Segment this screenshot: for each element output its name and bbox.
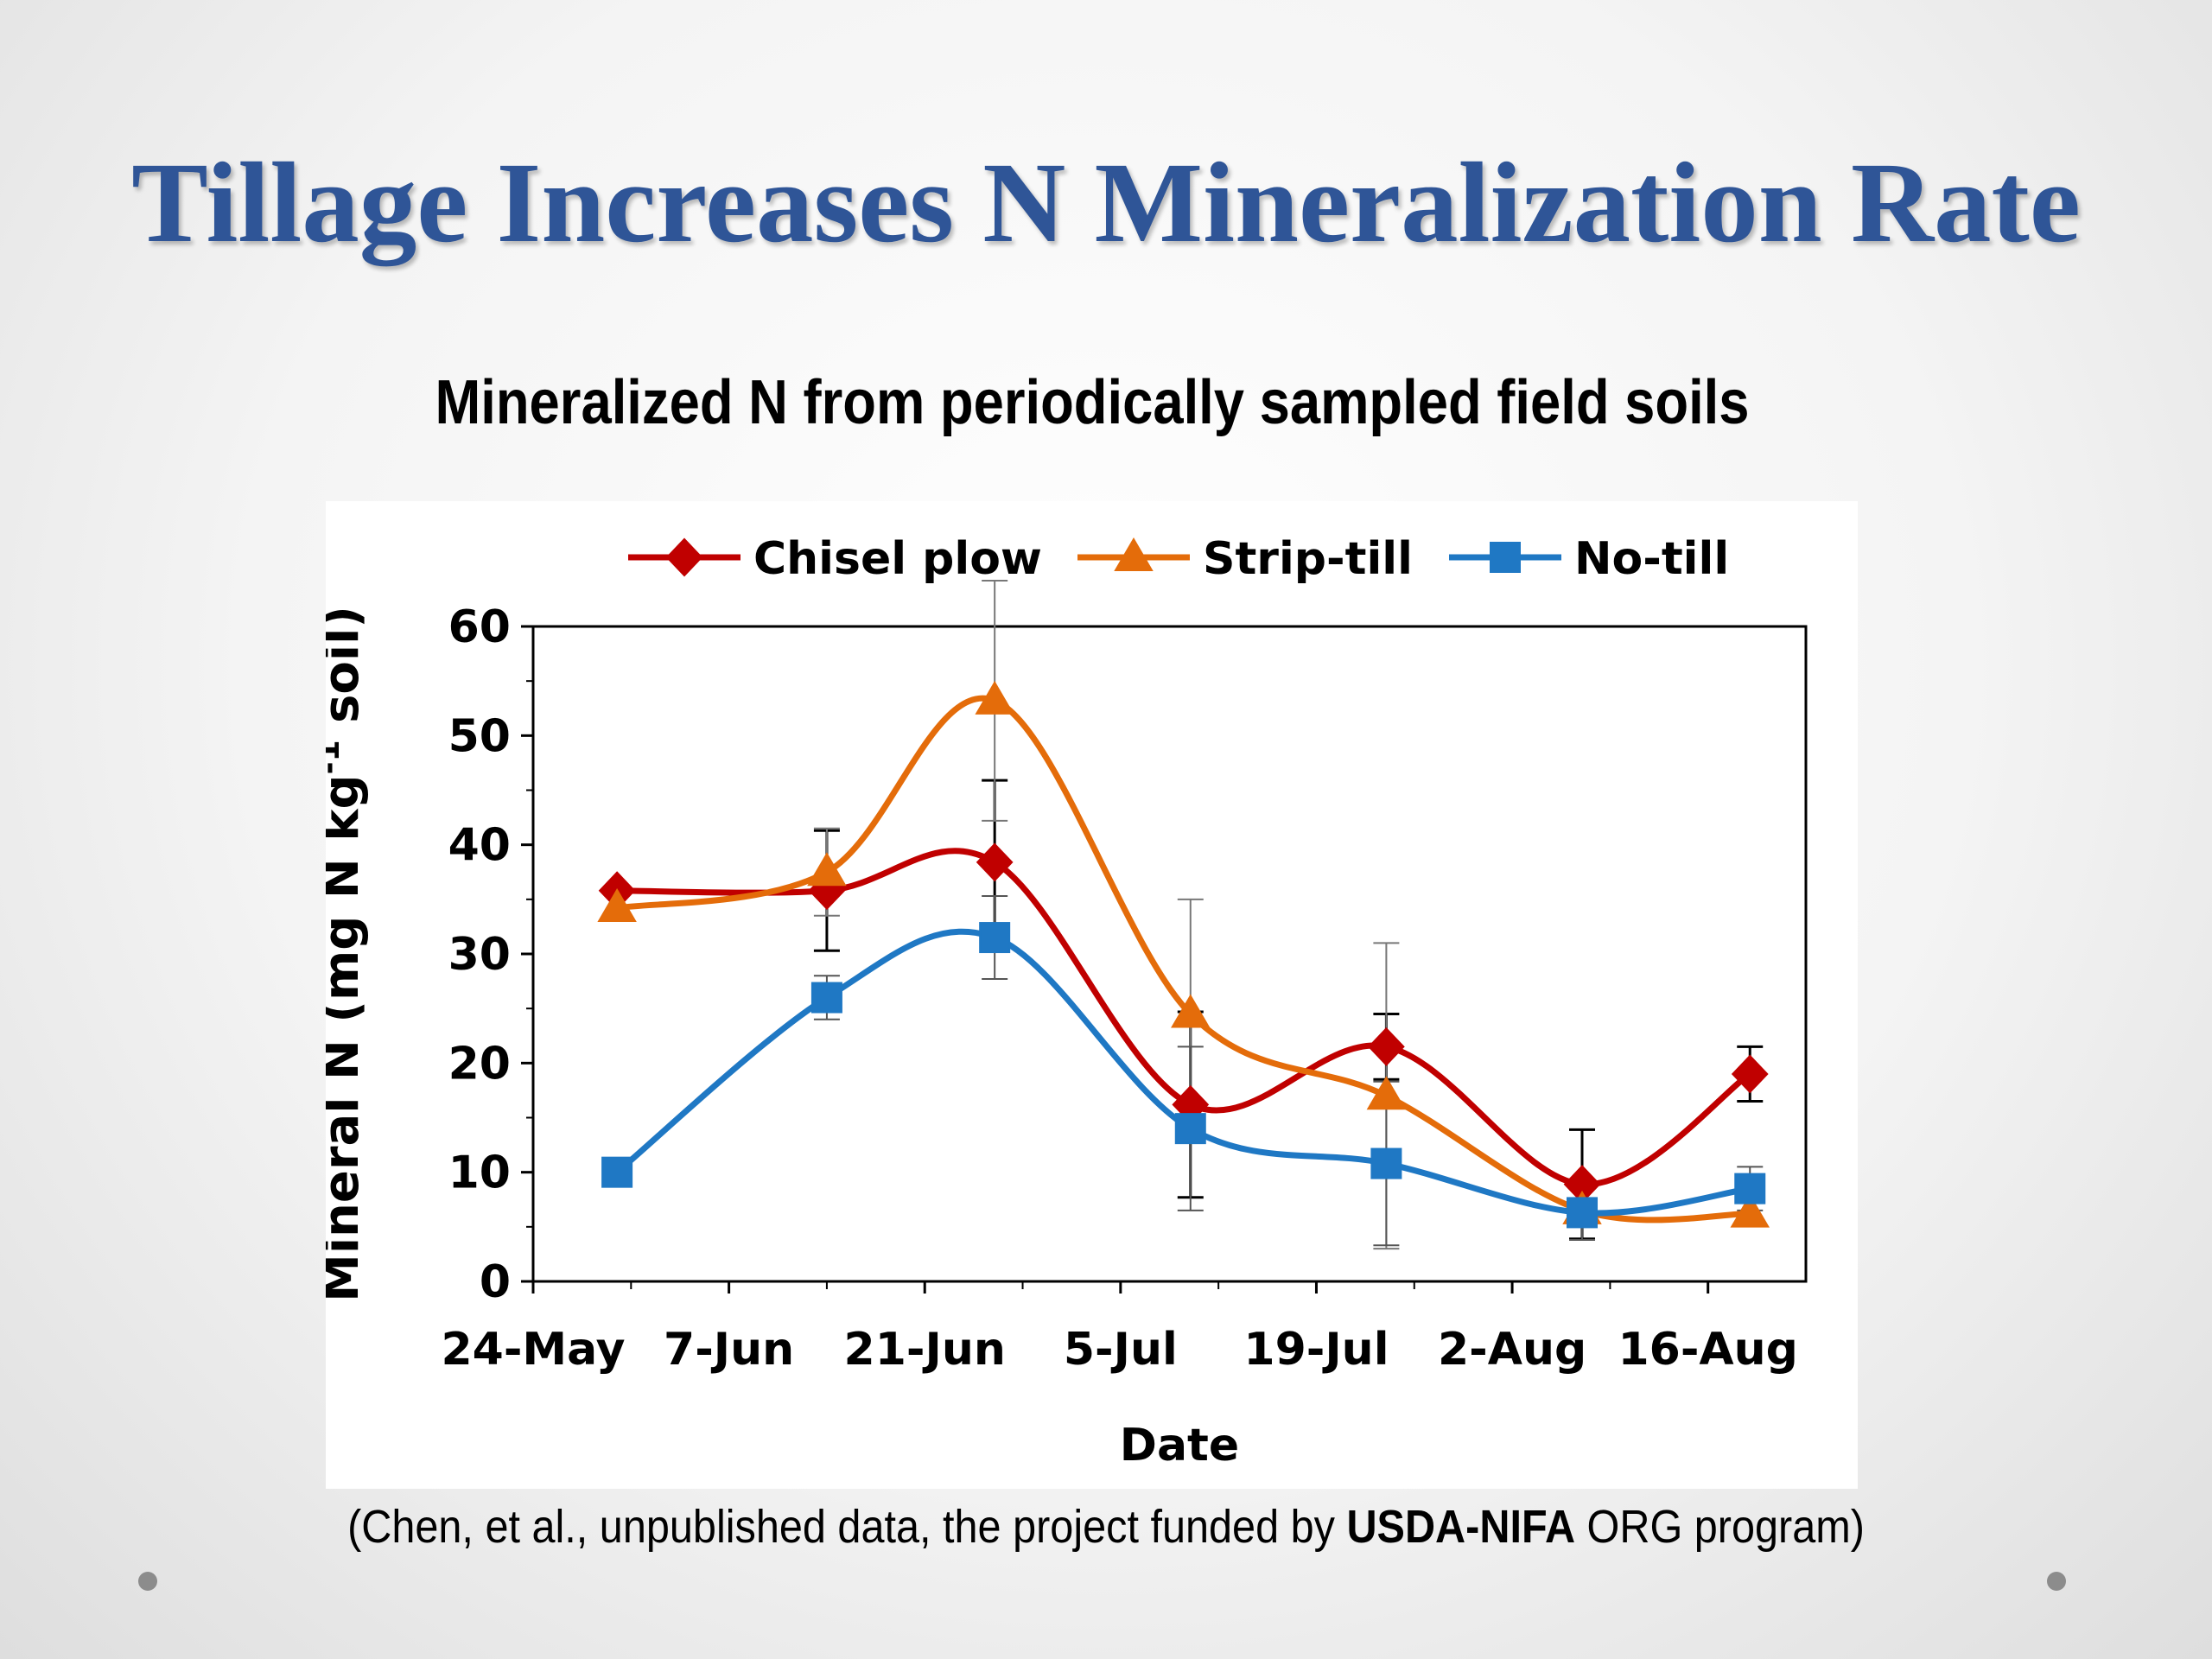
data-point-no-till bbox=[1567, 1197, 1599, 1229]
data-point-no-till bbox=[601, 1156, 633, 1188]
x-tick-label: 5-Jul bbox=[1064, 1324, 1178, 1376]
slide-bullet-left bbox=[138, 1572, 157, 1591]
data-point-strip-till bbox=[807, 852, 847, 887]
y-axis-label: Mineral N (mg N kg-1 soil) bbox=[326, 606, 370, 1302]
data-point-no-till bbox=[810, 982, 842, 1014]
y-tick-label: 40 bbox=[448, 820, 511, 872]
y-tick-label: 10 bbox=[448, 1147, 511, 1199]
data-point-chisel-plow bbox=[1731, 1054, 1769, 1094]
legend-marker-strip-till bbox=[1114, 537, 1154, 571]
data-point-no-till bbox=[979, 922, 1011, 954]
y-tick-label: 60 bbox=[448, 601, 511, 653]
legend-label-no-till: No-till bbox=[1574, 533, 1729, 585]
chart-title: Mineralized N from periodically sampled … bbox=[435, 368, 1750, 437]
data-point-strip-till bbox=[1730, 1193, 1770, 1228]
data-point-chisel-plow bbox=[976, 842, 1014, 882]
legend-label-chisel-plow: Chisel plow bbox=[753, 533, 1042, 585]
y-tick-label: 20 bbox=[448, 1038, 511, 1090]
data-point-no-till bbox=[1734, 1173, 1766, 1205]
source-suffix: ORG program) bbox=[1575, 1501, 1865, 1553]
error-bars bbox=[813, 579, 1764, 1250]
legend-label-strip-till: Strip-till bbox=[1203, 533, 1413, 585]
source-funder: USDA-NIFA bbox=[1346, 1501, 1576, 1553]
chart-panel: 0 10 20 30 40 50 60 24-May 7-Jun 21-Jun 5-Jul 19-Ju… bbox=[326, 501, 1858, 1489]
x-tick-label: 2-Aug bbox=[1438, 1324, 1586, 1376]
slide-title: Tillage Increases N Mineralization Rate bbox=[131, 138, 2081, 266]
x-tick-label: 16-Aug bbox=[1618, 1324, 1797, 1376]
data-point-no-till bbox=[1174, 1113, 1206, 1145]
x-tick-label: 24-May bbox=[441, 1324, 625, 1376]
x-axis-label: Date bbox=[1120, 1420, 1239, 1471]
chart-legend: Chisel plow Strip-till No-till bbox=[628, 533, 1729, 585]
data-points bbox=[597, 680, 1770, 1229]
x-tick-label: 7-Jun bbox=[664, 1324, 794, 1376]
line-chart: 0 10 20 30 40 50 60 24-May 7-Jun 21-Jun 5-Jul 19-Ju… bbox=[326, 533, 1808, 1471]
y-tick-label: 50 bbox=[448, 710, 511, 762]
y-tick-label: 0 bbox=[480, 1256, 511, 1308]
data-point-strip-till bbox=[975, 680, 1014, 715]
data-point-strip-till bbox=[1171, 994, 1211, 1028]
x-tick-label: 19-Jul bbox=[1243, 1324, 1389, 1376]
data-point-strip-till bbox=[1366, 1076, 1407, 1110]
data-point-no-till bbox=[1370, 1147, 1402, 1179]
slide-bullet-right bbox=[2047, 1572, 2066, 1591]
y-tick-label: 30 bbox=[448, 929, 511, 981]
x-tick-label: 21-Jun bbox=[844, 1324, 1006, 1376]
legend-marker-chisel-plow bbox=[665, 537, 703, 577]
data-point-chisel-plow bbox=[1368, 1027, 1405, 1066]
legend-marker-no-till bbox=[1490, 542, 1521, 573]
plot-frame bbox=[531, 625, 1808, 1283]
source-note: (Chen, et al., unpublished data, the pro… bbox=[111, 1503, 2101, 1550]
source-prefix: (Chen, et al., unpublished data, the pro… bbox=[347, 1501, 1347, 1553]
data-point-strip-till bbox=[597, 887, 637, 922]
chart-axes: 0 10 20 30 40 50 60 24-May 7-Jun 21-Jun 5-Jul 19-Ju… bbox=[441, 601, 1808, 1376]
